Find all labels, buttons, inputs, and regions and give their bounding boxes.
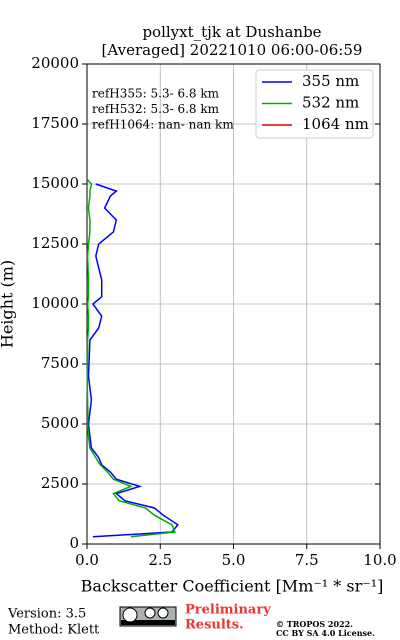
annotation: refH1064: nan- nan km — [92, 118, 234, 132]
legend-label: 532 nm — [302, 94, 359, 112]
title-line: pollyxt_tjk at Dushanbe — [142, 23, 321, 41]
data-line — [86, 178, 176, 538]
copyright: CC BY SA 4.0 License. — [276, 628, 375, 638]
preliminary-note: Preliminary — [185, 603, 271, 618]
y-tick-label: 5000 — [41, 414, 79, 432]
x-axis-label: Backscatter Coefficient [Mm⁻¹ * sr⁻¹] — [81, 577, 384, 596]
license-badge — [119, 606, 177, 627]
y-tick-label: 15000 — [31, 174, 79, 192]
x-tick-label: 7.5 — [295, 551, 319, 569]
preliminary-note: Results. — [185, 618, 244, 633]
y-tick-label: 20000 — [31, 54, 79, 72]
legend-label: 355 nm — [302, 72, 359, 90]
method: Method: Klett — [8, 623, 100, 638]
annotation: refH532: 5.3- 6.8 km — [92, 102, 220, 116]
x-tick-label: 2.5 — [148, 551, 172, 569]
y-tick-label: 10000 — [31, 294, 79, 312]
annotation: refH355: 5.3- 6.8 km — [92, 87, 220, 101]
y-tick-label: 2500 — [41, 474, 79, 492]
x-tick-label: 5.0 — [222, 551, 246, 569]
data-line — [87, 183, 179, 538]
title-line: [Averaged] 20221010 06:00-06:59 — [102, 41, 363, 59]
x-tick-label: 10.0 — [363, 551, 396, 569]
x-tick-label: 0.0 — [75, 551, 99, 569]
y-axis-label: Height (m) — [0, 260, 17, 348]
copyright: © TROPOS 2022. — [276, 619, 353, 629]
y-tick-label: 0 — [69, 534, 79, 552]
y-tick-label: 7500 — [41, 354, 79, 372]
version: Version: 3.5 — [7, 607, 86, 622]
legend-label: 1064 nm — [302, 115, 369, 133]
y-tick-label: 17500 — [31, 114, 79, 132]
y-tick-label: 12500 — [31, 234, 79, 252]
legend-box — [255, 69, 374, 139]
